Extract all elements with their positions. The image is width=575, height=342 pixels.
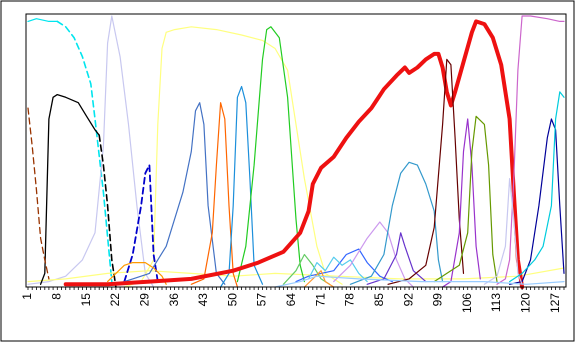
series-line-15 xyxy=(63,19,525,289)
x-tick-label: 120 xyxy=(518,293,532,313)
series-layer xyxy=(27,15,565,289)
series-line-18 xyxy=(308,256,368,283)
series-line-28 xyxy=(483,178,523,285)
series-line-19 xyxy=(303,270,335,288)
x-tick-label: 106 xyxy=(460,293,474,313)
series-line-13 xyxy=(220,85,264,288)
series-line-23 xyxy=(387,58,465,285)
series-line-9 xyxy=(123,164,159,283)
series-line-7 xyxy=(98,134,117,288)
x-tick-label: 50 xyxy=(225,293,239,307)
series-line-11 xyxy=(190,102,238,288)
series-line-16 xyxy=(295,248,393,283)
x-tick-label: 15 xyxy=(79,293,93,307)
series-line-26 xyxy=(496,15,565,285)
series-line-8 xyxy=(27,107,50,280)
x-tick-label: 99 xyxy=(431,293,445,307)
series-line-27 xyxy=(509,118,565,285)
series-line-2 xyxy=(56,20,113,283)
x-tick-label: 43 xyxy=(196,293,210,307)
x-tick-label: 22 xyxy=(108,293,122,307)
x-tick-label: 127 xyxy=(548,293,562,313)
tick-label-layer: 1 8 15 22 29 36 43 50 57 64 71 78 85 92 99 106 113 120 127 xyxy=(20,293,562,313)
x-tick-label: 64 xyxy=(284,293,298,307)
series-line-30 xyxy=(274,275,565,288)
x-tick-label: 57 xyxy=(255,293,269,307)
series-line-20 xyxy=(333,221,414,288)
series-line-21 xyxy=(349,161,444,285)
series-line-25 xyxy=(433,115,498,283)
series-line-17 xyxy=(282,253,331,285)
series-line-22 xyxy=(366,232,427,285)
series-line-6 xyxy=(39,93,100,285)
x-tick-label: 113 xyxy=(489,293,503,312)
x-tick-label: 8 xyxy=(49,293,63,300)
x-tick-label: 1 xyxy=(20,293,34,300)
series-line-24 xyxy=(442,118,481,288)
x-tick-label: 78 xyxy=(343,293,357,307)
x-tick-label: 71 xyxy=(313,293,327,307)
series-line-12 xyxy=(106,262,167,285)
series-line-5 xyxy=(27,267,565,283)
series-line-29 xyxy=(509,91,565,283)
x-tick-label: 36 xyxy=(167,293,181,307)
x-tick-label: 85 xyxy=(372,293,386,307)
tick-layer xyxy=(27,287,565,290)
x-tick-label: 92 xyxy=(401,293,415,307)
x-tick-label: 29 xyxy=(137,293,151,307)
series-line-1 xyxy=(27,18,58,22)
series-line-3 xyxy=(27,15,155,288)
series-line-10 xyxy=(115,102,226,285)
